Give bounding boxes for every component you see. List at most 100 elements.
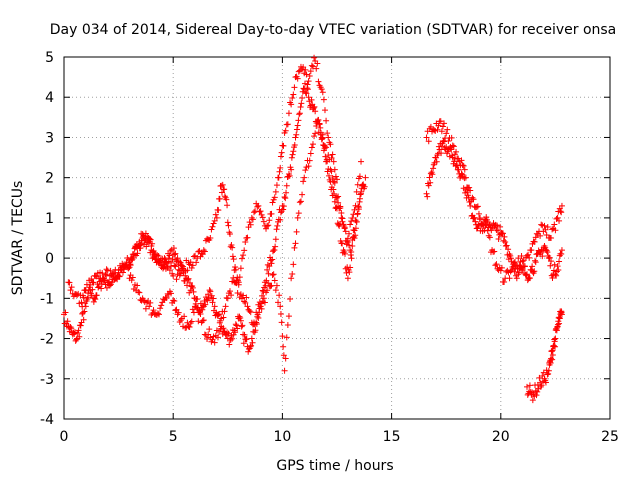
data-point — [248, 214, 255, 221]
data-point — [328, 168, 335, 175]
data-point — [332, 173, 339, 180]
data-point — [525, 275, 532, 282]
data-point — [471, 214, 478, 221]
data-point — [279, 333, 286, 340]
data-point — [438, 150, 445, 157]
data-point — [548, 355, 555, 362]
data-point — [293, 131, 300, 138]
data-point — [261, 299, 268, 306]
data-point — [223, 196, 230, 203]
data-point — [285, 110, 292, 117]
data-point — [189, 284, 196, 291]
data-point — [314, 118, 321, 125]
data-point — [555, 314, 562, 321]
data-point — [221, 328, 228, 335]
data-point — [180, 263, 187, 270]
data-point — [119, 269, 126, 276]
data-point — [285, 313, 292, 320]
data-point — [350, 211, 357, 218]
data-point — [546, 254, 553, 261]
data-point — [295, 117, 302, 124]
data-point — [550, 267, 557, 274]
data-point — [544, 371, 551, 378]
y-tick-label: 0 — [45, 251, 54, 267]
data-point — [256, 208, 263, 215]
data-point — [210, 295, 217, 302]
data-point — [242, 239, 249, 246]
data-point — [548, 348, 555, 355]
data-point — [146, 238, 153, 245]
data-point — [483, 214, 490, 221]
data-point — [216, 328, 223, 335]
data-point — [263, 225, 270, 232]
data-point — [210, 220, 217, 227]
data-point — [269, 271, 276, 278]
data-point — [289, 270, 296, 277]
data-point — [247, 343, 254, 350]
data-point — [103, 272, 110, 279]
data-point — [236, 313, 243, 320]
data-point — [248, 335, 255, 342]
x-tick-label: 0 — [60, 429, 69, 445]
data-point — [461, 166, 468, 173]
data-point — [323, 117, 330, 124]
data-point — [444, 126, 451, 133]
data-point — [199, 317, 206, 324]
data-point — [222, 303, 229, 310]
data-point — [195, 248, 202, 255]
data-point — [228, 292, 235, 299]
data-point — [538, 221, 545, 228]
data-point — [439, 123, 446, 130]
data-point — [200, 317, 207, 324]
data-point — [305, 78, 312, 85]
y-tick-label: 1 — [45, 211, 54, 227]
data-point — [78, 299, 85, 306]
data-point — [171, 262, 178, 269]
data-point — [274, 222, 281, 229]
data-point — [430, 165, 437, 172]
data-point — [243, 335, 250, 342]
data-point — [459, 162, 466, 169]
data-point — [130, 251, 137, 258]
data-point — [281, 193, 288, 200]
data-point — [101, 277, 108, 284]
data-point — [256, 299, 263, 306]
data-point — [434, 126, 441, 133]
data-point — [296, 110, 303, 117]
data-point — [354, 181, 361, 188]
data-point — [349, 215, 356, 222]
data-point — [221, 186, 228, 193]
data-point — [161, 255, 168, 262]
data-point — [283, 189, 290, 196]
data-point — [272, 188, 279, 195]
data-point — [549, 226, 556, 233]
data-point — [537, 232, 544, 239]
data-point — [184, 276, 191, 283]
data-point — [193, 304, 200, 311]
data-point — [198, 250, 205, 257]
data-point — [288, 166, 295, 173]
data-point — [159, 262, 166, 269]
data-point — [477, 214, 484, 221]
data-point — [333, 204, 340, 211]
data-point — [189, 306, 196, 313]
data-point — [539, 253, 546, 260]
data-point — [266, 217, 273, 224]
data-point — [297, 103, 304, 110]
data-point — [318, 86, 325, 93]
data-point — [449, 142, 456, 149]
data-point — [492, 262, 499, 269]
data-point — [338, 210, 345, 217]
data-point — [272, 287, 279, 294]
data-point — [185, 275, 192, 282]
data-point — [244, 303, 251, 310]
data-point — [324, 130, 331, 137]
data-point — [350, 226, 357, 233]
data-point — [423, 190, 430, 197]
data-point — [542, 379, 549, 386]
data-point — [553, 268, 560, 275]
data-point — [295, 210, 302, 217]
data-point — [73, 336, 80, 343]
data-point — [299, 95, 306, 102]
data-point — [234, 290, 241, 297]
